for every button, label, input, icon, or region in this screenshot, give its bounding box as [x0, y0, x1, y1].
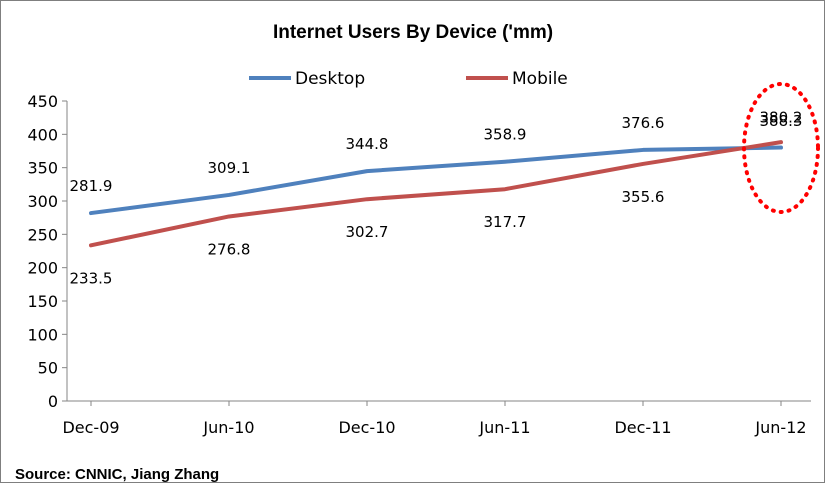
y-tick-label: 50 [38, 359, 58, 378]
x-tick-label: Jun-12 [754, 418, 806, 437]
legend-label-desktop: Desktop [295, 69, 365, 89]
data-label-mobile: 302.7 [346, 223, 389, 241]
y-tick-label: 250 [27, 225, 58, 244]
y-tick-label: 400 [27, 125, 58, 144]
source-note: Source: CNNIC, Jiang Zhang [15, 466, 219, 482]
legend-label-mobile: Mobile [512, 69, 568, 89]
data-label-mobile: 276.8 [208, 240, 251, 258]
data-label-desktop: 281.9 [70, 177, 113, 195]
x-tick-label: Jun-11 [478, 418, 530, 437]
data-label-desktop: 344.8 [346, 135, 389, 153]
annotation-layer [742, 82, 820, 214]
chart-title: Internet Users By Device ('mm) [273, 22, 553, 43]
data-label-mobile: 317.7 [484, 213, 527, 231]
axes: 0 50 100 150 200 250 300 350 400 450 Dec-09 Jun-10 D… [27, 92, 811, 437]
highlight-ellipse [742, 82, 820, 214]
series-layer [89, 140, 783, 248]
data-label-mobile: 355.6 [622, 188, 665, 206]
data-label-desktop: 376.6 [622, 114, 665, 132]
x-tick-label: Jun-10 [202, 418, 254, 437]
data-label-desktop: 380.2 [760, 109, 803, 127]
y-tick-label: 450 [27, 92, 58, 111]
series-line-desktop [89, 145, 783, 216]
y-tick-label: 300 [27, 192, 58, 211]
y-tick-label: 350 [27, 159, 58, 178]
data-label-desktop: 358.9 [484, 126, 527, 144]
data-label-mobile: 388.3 [760, 112, 803, 130]
series-line-mobile [89, 140, 783, 248]
y-tick-label: 100 [27, 325, 58, 344]
x-tick-label: Dec-11 [614, 418, 671, 437]
y-tick-label: 200 [27, 259, 58, 278]
data-label-desktop: 309.1 [208, 159, 251, 177]
y-tick-label: 0 [48, 392, 58, 411]
x-tick-label: Dec-09 [62, 418, 119, 437]
y-tick-label: 150 [27, 292, 58, 311]
legend: Desktop Mobile [249, 69, 568, 89]
data-label-mobile: 233.5 [70, 269, 113, 287]
x-tick-label: Dec-10 [338, 418, 395, 437]
data-labels: 281.9 309.1 344.8 358.9 376.6 380.2 233.5 276.8… [70, 109, 803, 288]
